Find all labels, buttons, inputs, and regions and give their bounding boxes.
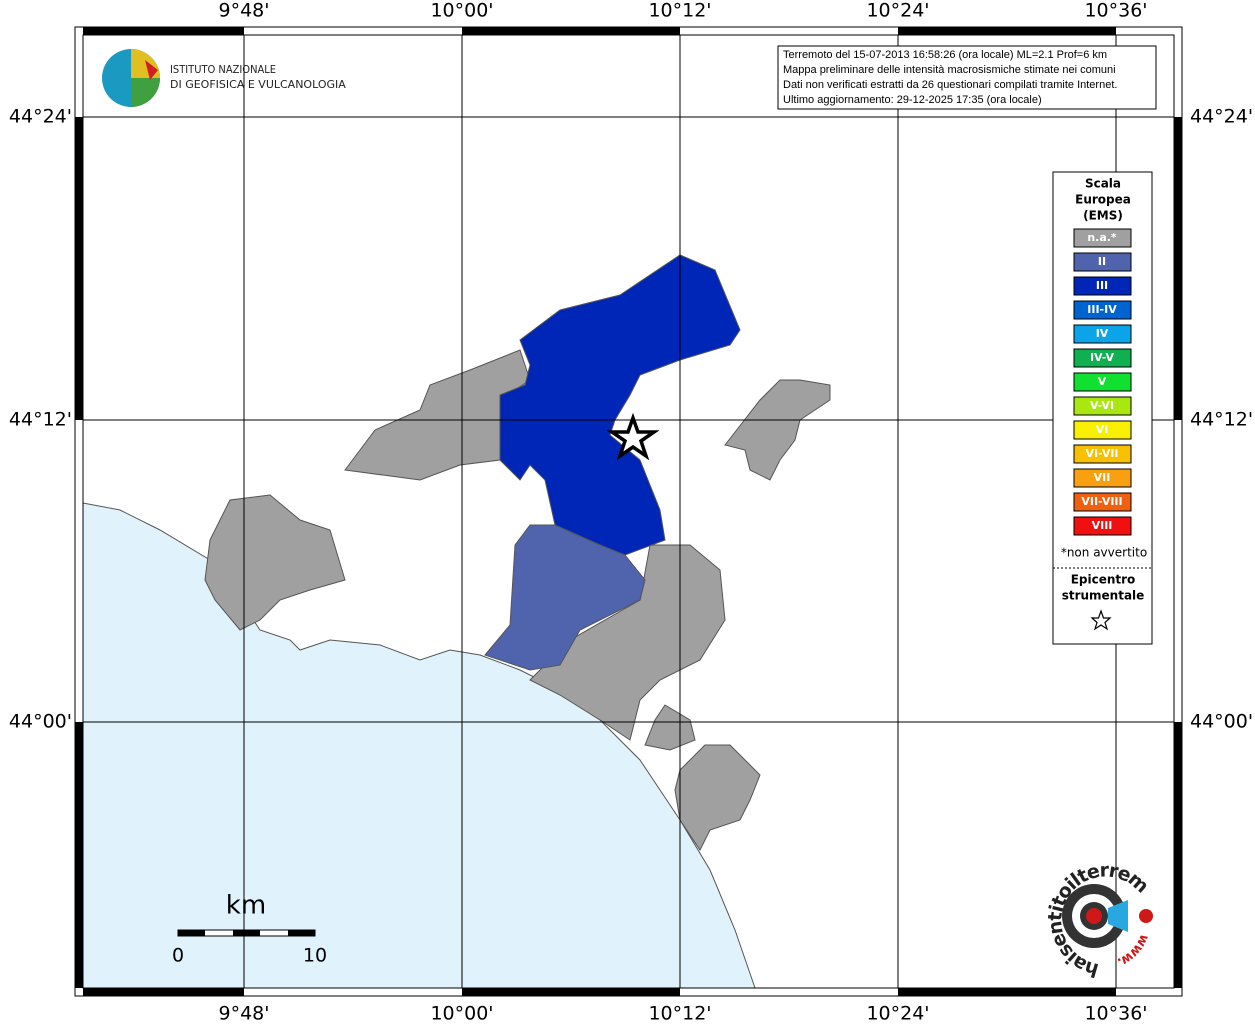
scale-unit: km bbox=[226, 891, 266, 921]
lat-label: 44°00' bbox=[1190, 711, 1253, 733]
legend-label: VI-VII bbox=[1085, 447, 1118, 460]
legend-title: Europea bbox=[1075, 193, 1131, 207]
legend-label: VI bbox=[1096, 423, 1109, 436]
lat-label: 44°24' bbox=[9, 106, 72, 128]
legend-note: *non avvertito bbox=[1061, 546, 1147, 560]
info-line: Mappa preliminare delle intensità macros… bbox=[783, 64, 1116, 76]
legend-swatch bbox=[1073, 300, 1132, 320]
legend-swatch bbox=[1073, 420, 1132, 440]
lon-label: 10°00' bbox=[430, 1003, 493, 1025]
legend-label: VIII bbox=[1092, 519, 1113, 532]
lon-label: 9°48' bbox=[219, 0, 270, 22]
legend-swatch bbox=[1073, 372, 1132, 392]
legend-swatch bbox=[1073, 348, 1132, 368]
info-line: Ultimo aggiornamento: 29-12-2025 17:35 (… bbox=[783, 94, 1042, 106]
scale-label: 0 bbox=[172, 945, 184, 967]
lon-label: 9°48' bbox=[219, 1003, 270, 1025]
legend-title: Scala bbox=[1085, 177, 1121, 191]
lon-label: 10°36' bbox=[1084, 1003, 1147, 1025]
legend-swatch bbox=[1073, 444, 1132, 464]
lon-label: 10°12' bbox=[648, 1003, 711, 1025]
info-line: Terremoto del 15-07-2013 16:58:26 (ora l… bbox=[783, 49, 1107, 61]
epicenter-star bbox=[606, 412, 660, 461]
info-line: Dati non verificati estratti da 26 quest… bbox=[783, 79, 1117, 91]
legend-title: (EMS) bbox=[1083, 209, 1123, 223]
legend-swatch bbox=[1073, 252, 1132, 272]
legend-epicenter: strumentale bbox=[1062, 589, 1145, 603]
frame bbox=[74, 26, 1183, 997]
legend-label: IV bbox=[1096, 327, 1109, 340]
legend-label: V bbox=[1098, 375, 1107, 388]
lon-label: 10°00' bbox=[430, 0, 493, 22]
legend-swatch bbox=[1073, 324, 1132, 344]
lat-label: 44°12' bbox=[1190, 409, 1253, 431]
lat-label: 44°24' bbox=[1190, 106, 1253, 128]
legend-star bbox=[1090, 609, 1112, 631]
legend-label: VII bbox=[1094, 471, 1111, 484]
legend-swatch bbox=[1073, 492, 1132, 512]
region-na bbox=[344, 349, 531, 481]
legend-label: IV-V bbox=[1090, 351, 1115, 364]
legend-swatch bbox=[1073, 228, 1132, 248]
legend-swatch bbox=[1073, 468, 1132, 488]
graticule bbox=[83, 35, 1174, 988]
legend-swatch bbox=[1073, 276, 1132, 296]
legend-label: II bbox=[1098, 255, 1106, 268]
region-na bbox=[204, 494, 346, 631]
region-ii bbox=[484, 524, 646, 671]
logo-text: ISTITUTO NAZIONALE bbox=[170, 63, 276, 76]
lon-label: 10°24' bbox=[866, 1003, 929, 1025]
scale-bar: km 0 10 bbox=[172, 891, 327, 967]
lat-label: 44°12' bbox=[9, 409, 72, 431]
lat-label: 44°00' bbox=[9, 711, 72, 733]
legend-swatch bbox=[1073, 516, 1132, 536]
lon-label: 10°36' bbox=[1084, 0, 1147, 22]
scale-label: 10 bbox=[303, 945, 327, 967]
info-box bbox=[777, 45, 1157, 110]
lon-label: 10°24' bbox=[866, 0, 929, 22]
lon-label: 10°12' bbox=[648, 0, 711, 22]
legend-label: VII-VIII bbox=[1081, 495, 1122, 508]
legend-epicenter: Epicentro bbox=[1071, 573, 1136, 587]
legend-label: III-IV bbox=[1087, 303, 1117, 316]
ingv-logo: ISTITUTO NAZIONALE DI GEOFISICA E VULCAN… bbox=[102, 49, 346, 107]
region-na bbox=[674, 744, 761, 851]
legend-swatch bbox=[1073, 396, 1132, 416]
region-na bbox=[644, 704, 696, 751]
legend-label: n.a.* bbox=[1087, 231, 1117, 244]
legend-label: V-VI bbox=[1090, 399, 1114, 412]
logo-text: DI GEOFISICA E VULCANOLOGIA bbox=[170, 78, 346, 91]
legend-label: III bbox=[1096, 279, 1108, 292]
